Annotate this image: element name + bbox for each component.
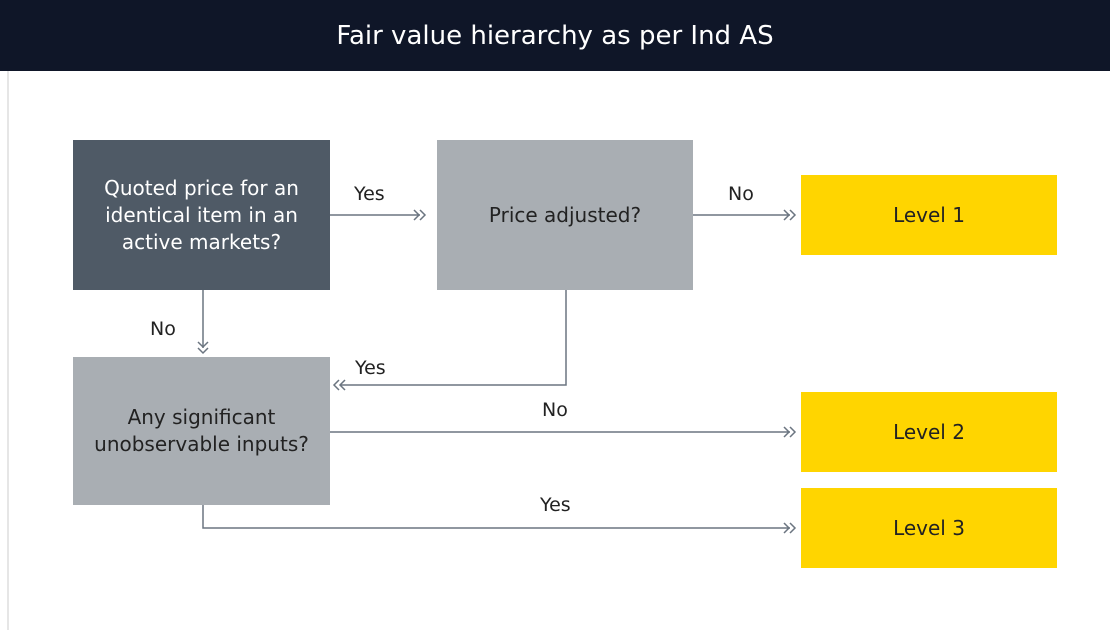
decision-box: Any significant unobservable inputs? [73, 357, 330, 505]
header-title: Fair value hierarchy as per Ind AS [0, 0, 1110, 71]
edge-label: Yes [354, 183, 385, 205]
decision-box: Price adjusted? [437, 140, 693, 290]
result-box: Level 1 [801, 175, 1057, 255]
edge-label: Yes [540, 494, 571, 516]
edge-label: Yes [355, 357, 386, 379]
result-box: Level 3 [801, 488, 1057, 568]
edge-label: No [542, 399, 568, 421]
result-box: Level 2 [801, 392, 1057, 472]
decision-box: Quoted price for an identical item in an… [73, 140, 330, 290]
edge-label: No [150, 318, 176, 340]
edge-label: No [728, 183, 754, 205]
